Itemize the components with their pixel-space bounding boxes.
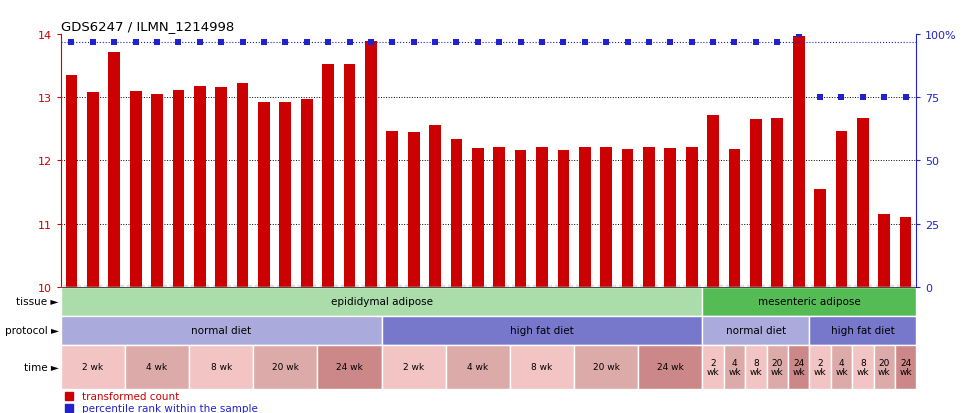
FancyBboxPatch shape xyxy=(510,345,574,389)
Text: high fat diet: high fat diet xyxy=(831,325,895,336)
Text: mesenteric adipose: mesenteric adipose xyxy=(758,297,860,306)
Bar xyxy=(708,116,719,287)
Text: tissue ►: tissue ► xyxy=(17,297,59,306)
FancyBboxPatch shape xyxy=(381,316,703,345)
Text: epididymal adipose: epididymal adipose xyxy=(330,297,432,306)
Bar xyxy=(750,120,761,287)
FancyBboxPatch shape xyxy=(446,345,510,389)
Bar xyxy=(857,118,868,287)
Bar xyxy=(237,84,249,287)
Bar xyxy=(686,147,698,287)
Text: 2
wk: 2 wk xyxy=(707,358,719,375)
Text: 4 wk: 4 wk xyxy=(146,363,168,371)
FancyBboxPatch shape xyxy=(61,287,703,316)
Bar xyxy=(836,131,848,287)
Text: 4 wk: 4 wk xyxy=(467,363,488,371)
Text: 8
wk: 8 wk xyxy=(750,358,762,375)
Text: 2
wk: 2 wk xyxy=(813,358,826,375)
FancyBboxPatch shape xyxy=(61,345,124,389)
Bar xyxy=(579,148,591,287)
Text: 8 wk: 8 wk xyxy=(211,363,232,371)
Bar xyxy=(408,133,419,287)
Text: transformed count: transformed count xyxy=(82,391,179,401)
FancyBboxPatch shape xyxy=(253,345,318,389)
Text: 20 wk: 20 wk xyxy=(593,363,619,371)
Text: GDS6247 / ILMN_1214998: GDS6247 / ILMN_1214998 xyxy=(61,19,234,33)
FancyBboxPatch shape xyxy=(61,316,381,345)
Text: 4
wk: 4 wk xyxy=(728,358,741,375)
Bar xyxy=(814,190,826,287)
Bar xyxy=(558,151,569,287)
FancyBboxPatch shape xyxy=(703,287,916,316)
Text: normal diet: normal diet xyxy=(726,325,786,336)
Text: 2 wk: 2 wk xyxy=(82,363,104,371)
FancyBboxPatch shape xyxy=(788,345,809,389)
FancyBboxPatch shape xyxy=(381,345,446,389)
Bar xyxy=(771,118,783,287)
FancyBboxPatch shape xyxy=(809,345,831,389)
Text: 20 wk: 20 wk xyxy=(271,363,299,371)
Bar xyxy=(129,92,141,287)
Text: 24
wk: 24 wk xyxy=(900,358,912,375)
Bar xyxy=(386,131,398,287)
Bar xyxy=(601,147,612,287)
Bar xyxy=(472,149,484,287)
Text: 24
wk: 24 wk xyxy=(793,358,805,375)
FancyBboxPatch shape xyxy=(809,316,916,345)
FancyBboxPatch shape xyxy=(831,345,853,389)
Bar xyxy=(109,53,121,287)
FancyBboxPatch shape xyxy=(124,345,189,389)
FancyBboxPatch shape xyxy=(853,345,873,389)
Bar xyxy=(322,65,334,287)
Text: 24 wk: 24 wk xyxy=(336,363,363,371)
Bar xyxy=(365,41,376,287)
FancyBboxPatch shape xyxy=(638,345,703,389)
Text: percentile rank within the sample: percentile rank within the sample xyxy=(82,403,258,413)
Text: 20
wk: 20 wk xyxy=(878,358,891,375)
Text: high fat diet: high fat diet xyxy=(511,325,574,336)
Bar xyxy=(429,126,441,287)
FancyBboxPatch shape xyxy=(766,345,788,389)
Text: 24 wk: 24 wk xyxy=(657,363,684,371)
Bar xyxy=(643,147,655,287)
Text: 8
wk: 8 wk xyxy=(857,358,869,375)
Bar xyxy=(216,88,227,287)
Bar xyxy=(66,76,77,287)
Bar xyxy=(728,150,740,287)
Bar xyxy=(87,93,99,287)
FancyBboxPatch shape xyxy=(895,345,916,389)
Text: 4
wk: 4 wk xyxy=(835,358,848,375)
FancyBboxPatch shape xyxy=(318,345,381,389)
Text: 2 wk: 2 wk xyxy=(403,363,424,371)
FancyBboxPatch shape xyxy=(574,345,638,389)
Bar xyxy=(664,149,676,287)
Bar xyxy=(514,150,526,287)
FancyBboxPatch shape xyxy=(873,345,895,389)
Bar xyxy=(451,140,463,287)
Bar xyxy=(301,100,313,287)
Bar xyxy=(344,65,356,287)
FancyBboxPatch shape xyxy=(703,345,724,389)
Bar xyxy=(900,218,911,287)
Text: time ►: time ► xyxy=(24,362,59,372)
Text: 8 wk: 8 wk xyxy=(531,363,553,371)
Text: protocol ►: protocol ► xyxy=(5,325,59,336)
Bar xyxy=(878,215,890,287)
Bar xyxy=(151,95,163,287)
Bar xyxy=(172,90,184,287)
FancyBboxPatch shape xyxy=(703,316,809,345)
Bar xyxy=(279,103,291,287)
FancyBboxPatch shape xyxy=(724,345,745,389)
Bar xyxy=(536,148,548,287)
Bar xyxy=(621,150,633,287)
FancyBboxPatch shape xyxy=(189,345,253,389)
Bar xyxy=(793,37,805,287)
Text: 20
wk: 20 wk xyxy=(771,358,784,375)
Bar xyxy=(258,102,270,287)
FancyBboxPatch shape xyxy=(745,345,766,389)
Text: normal diet: normal diet xyxy=(191,325,251,336)
Bar xyxy=(194,87,206,287)
Bar xyxy=(493,147,505,287)
